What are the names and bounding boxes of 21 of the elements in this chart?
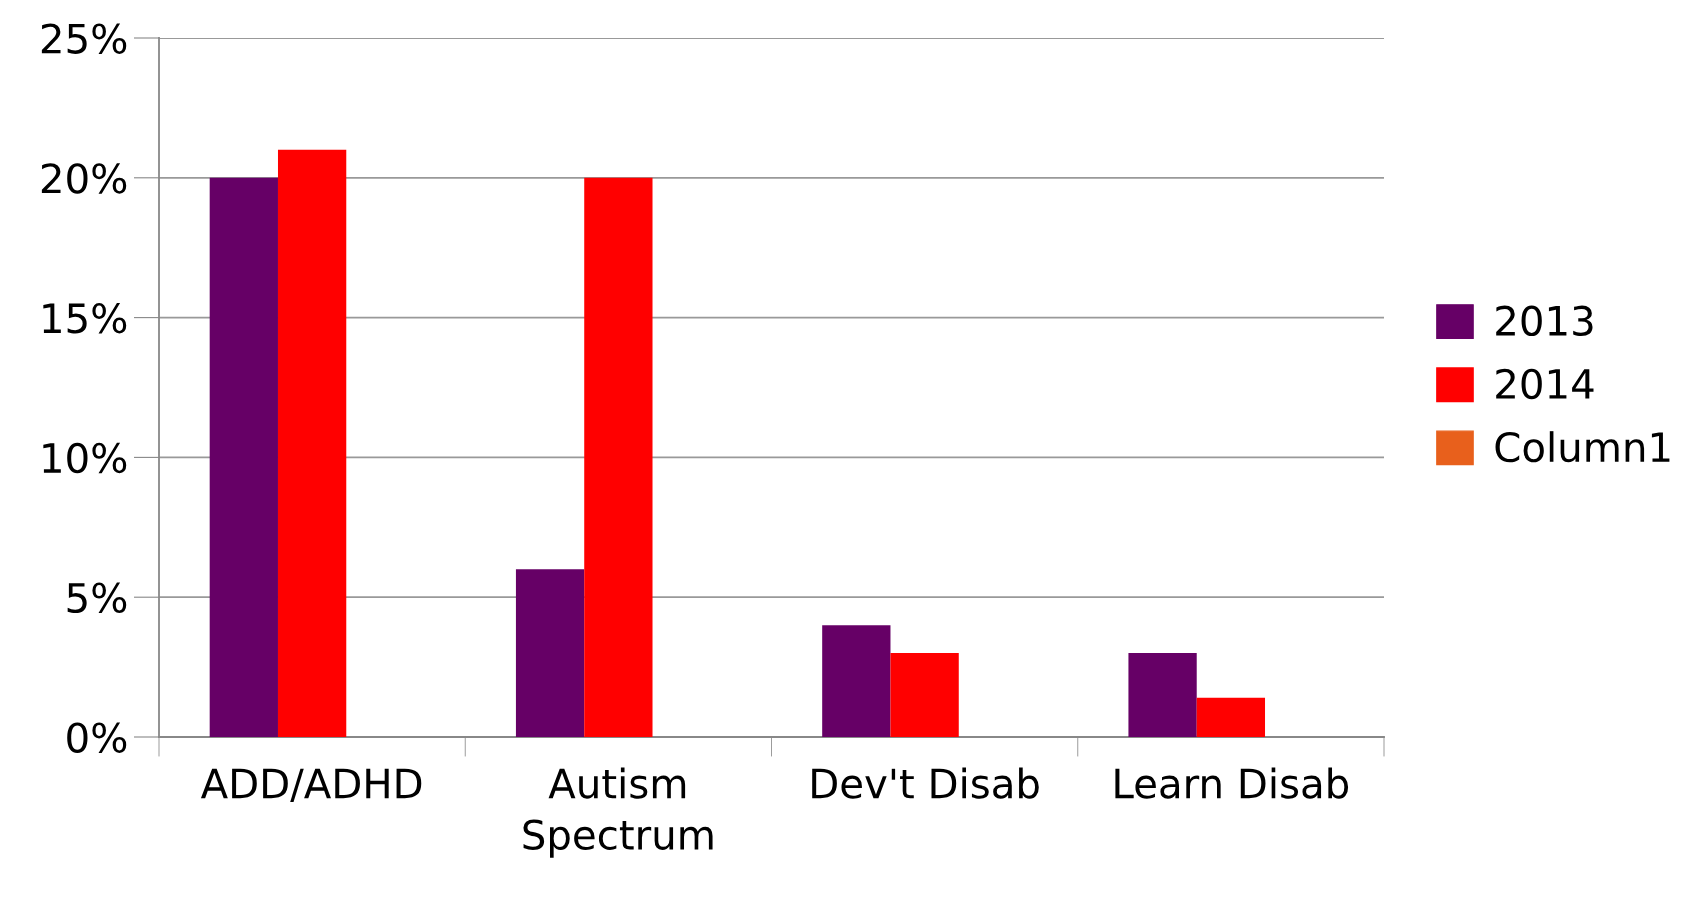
bar	[1196, 697, 1266, 737]
legend-label: 2014	[1496, 368, 1594, 400]
y-tick-label: 5%	[67, 582, 127, 614]
x-tick-label: Learn Disab	[1115, 767, 1349, 799]
x-tick-label: Autism Spectrum	[523, 767, 713, 858]
y-tick-label: 10%	[43, 442, 127, 474]
bar	[209, 177, 278, 737]
bar	[515, 569, 585, 737]
x-tick-label: Dev't Disab	[812, 767, 1039, 799]
bar	[584, 177, 653, 737]
legend-label: 2013	[1496, 305, 1593, 337]
y-tick-label: 0%	[67, 722, 127, 753]
y-tick-label: 15%	[43, 303, 127, 334]
x-tick-label: ADD/ADHD	[200, 768, 422, 802]
legend-label: Column1	[1495, 431, 1670, 463]
bar	[277, 149, 347, 737]
y-tick-label: 20%	[41, 163, 127, 194]
y-tick-label: 25%	[41, 23, 127, 54]
bar	[890, 653, 959, 737]
bar	[822, 625, 891, 737]
bar	[1128, 653, 1197, 737]
